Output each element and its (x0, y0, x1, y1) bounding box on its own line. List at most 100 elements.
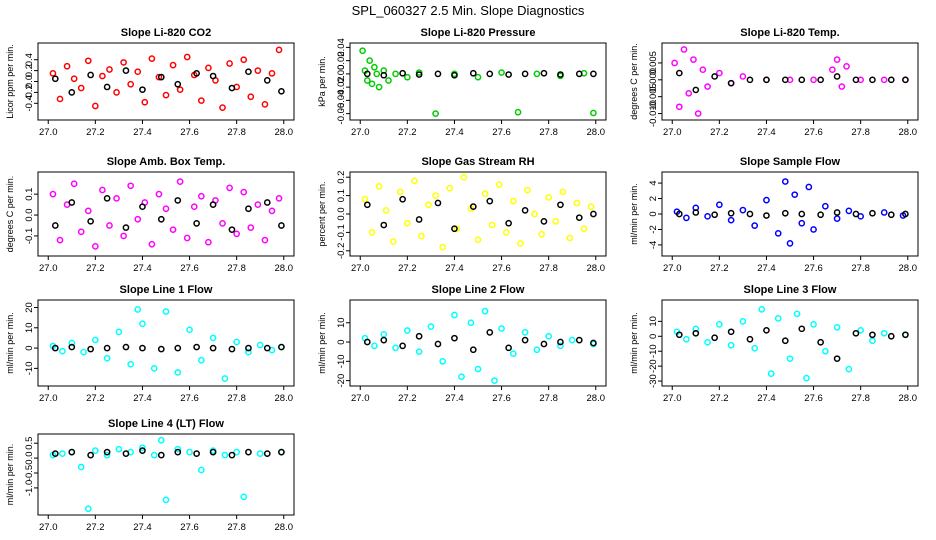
panel-1-series-2-point (193, 69, 200, 77)
panel-8-x-tick-label: 27.0 (351, 393, 370, 404)
panel-9-series-1-point (715, 320, 723, 328)
panel-3-series-1-point (810, 76, 817, 84)
panel-6-x-tick-label: 27.8 (851, 263, 870, 274)
panel-8-series-1-point (474, 365, 482, 373)
panel-7-y-tick-label: 10 (24, 322, 35, 333)
panel-8-series-2-point (469, 346, 477, 354)
panel-9-series-1-point (833, 323, 841, 331)
panel-5-series-1-point (488, 221, 496, 229)
panel-3-series-2 (675, 69, 909, 94)
panel-10-x-tick-label: 28.0 (275, 522, 294, 533)
panel-3-series-1-point (675, 103, 683, 111)
panel-2-x-tick-label: 27.2 (398, 127, 417, 138)
panel-3-y-axis-label: degrees C per min. (629, 43, 639, 120)
panel-8-series-2-point (590, 339, 597, 347)
panel-10-x-tick-label: 27.8 (227, 522, 246, 533)
panel-6-series-1-point (763, 196, 770, 204)
panel-5-series-1-point (531, 210, 538, 218)
panel-10-series-1-point (103, 451, 111, 459)
panel-3-x-tick-label: 27.2 (710, 127, 729, 138)
panel-4-title: Slope Amb. Box Temp. (107, 156, 226, 168)
panel-4-series-1-point (183, 234, 191, 242)
panel-10-series-2-point (209, 448, 217, 456)
panel-8-series-2-point (486, 329, 494, 336)
panel-3-y-tick-label: -0.005 (648, 83, 659, 110)
panel-3-series-1-point (671, 59, 678, 67)
panel-3-y-tick-label: 0.000 (648, 68, 659, 92)
panel-9-series-2-point (833, 355, 841, 363)
panel-3-slope-li-820-temp: Slope Li-820 Temp. 27.0 27.2 27.4 27.6 27.8 28… (629, 27, 919, 138)
panel-4-plot-frame (37, 171, 295, 257)
panel-4-series-1-point (275, 194, 283, 202)
panel-5-title: Slope Gas Stream RH (421, 156, 534, 168)
panel-3-series-1-point (739, 73, 747, 80)
panel-1-y-axis-label: Licor ppm per min. (5, 44, 15, 119)
panel-6-series-1 (673, 178, 907, 247)
panel-7-series-1-point (174, 369, 182, 376)
panel-6-plot-frame (661, 171, 919, 257)
panel-6-series-2-point (902, 210, 909, 218)
panel-5-series-1-point (517, 240, 524, 247)
panel-10-series-1-point (233, 448, 241, 456)
panel-2-series-1-point (498, 69, 505, 76)
panel-3-series-2-point (711, 73, 718, 80)
panel-2-series-1-point (474, 73, 482, 81)
panel-3-series-2-point (852, 76, 860, 84)
panel-10-series-1-point (139, 444, 146, 452)
panel-10-series-1-point (150, 451, 158, 459)
panel-9-series-2-point (817, 338, 824, 346)
panel-5-y-tick-label: -0.2 (336, 243, 347, 259)
panel-4-x-tick-label: 27.8 (227, 263, 246, 274)
panel-7-plot-frame (37, 299, 295, 387)
panel-9-y-tick-label: -20 (648, 359, 659, 373)
panel-4-series-2-point (139, 203, 146, 211)
panel-5-series-1-point (375, 183, 383, 190)
panel-2-x-tick-label: 27.6 (492, 127, 511, 138)
panel-10-series-1-point (91, 447, 99, 455)
panel-2-x-tick-label: 27.8 (539, 127, 558, 138)
panel-8-x-tick-label: 27.8 (539, 393, 558, 404)
panel-6-series-2-point (781, 209, 789, 217)
panel-2-series-2-point (434, 70, 442, 78)
panel-7-series-1-point (197, 356, 205, 364)
panel-3-y-tick-label: -0.010 (648, 100, 659, 127)
panel-1-series-1-point (127, 80, 135, 88)
panel-8-series-1-point (371, 342, 378, 350)
panel-1-series-1-point (120, 59, 127, 66)
panel-9-series-2-point (675, 331, 683, 339)
panel-1-series-1-point (77, 84, 85, 92)
panel-2-x-tick-label: 27.0 (351, 127, 370, 138)
panel-10-slope-line-4-lt-flow: Slope Line 4 (LT) Flow 27.0 27.2 27.4 27.6 27… (5, 418, 295, 533)
panel-2-x-tick-label: 27.4 (445, 127, 464, 138)
panel-4-series-2-point (209, 201, 217, 208)
panel-1-series-1-point (275, 46, 283, 54)
panel-7-y-axis-label: ml/min per min. (5, 312, 15, 374)
panel-6-series-1-point (774, 229, 782, 237)
panel-4-x-tick-label: 27.2 (86, 263, 105, 274)
panel-6-y-tick-label: -2 (648, 225, 659, 233)
panel-10-series-1-point (221, 451, 229, 459)
panel-7-x-tick-label: 27.0 (39, 393, 58, 404)
panel-1-series-2-point (87, 71, 94, 79)
panel-7-series-2-point (209, 344, 217, 352)
panel-1-series-2-point (51, 75, 59, 83)
panel-5-plot-frame (349, 171, 607, 257)
panel-9-series-1-point (727, 341, 735, 349)
panel-1-series-1-point (183, 53, 191, 61)
panel-3-plot-frame (661, 42, 919, 121)
panel-4-series-1-point (84, 207, 92, 215)
panel-9-y-tick-label: 0 (648, 334, 659, 339)
panel-1-y-tick-label: 0.2 (24, 64, 35, 77)
panel-1-series-1-point (162, 91, 170, 99)
panel-3-series-1-point (880, 76, 888, 84)
panel-10-x-tick-label: 27.0 (39, 522, 58, 533)
panel-9-series-1-point (810, 320, 817, 328)
panel-3-y-tick-label: 0.005 (648, 51, 659, 75)
panel-10-series-1-point (256, 450, 264, 457)
panel-4-series-2-point (228, 226, 236, 234)
panel-2-series-1 (359, 47, 597, 117)
panel-6-series-2-point (763, 212, 770, 219)
panel-5-y-axis-label: percent per min. (317, 181, 327, 246)
panel-1-series-1-point (226, 60, 233, 67)
panel-1-series-2-point (228, 84, 236, 92)
